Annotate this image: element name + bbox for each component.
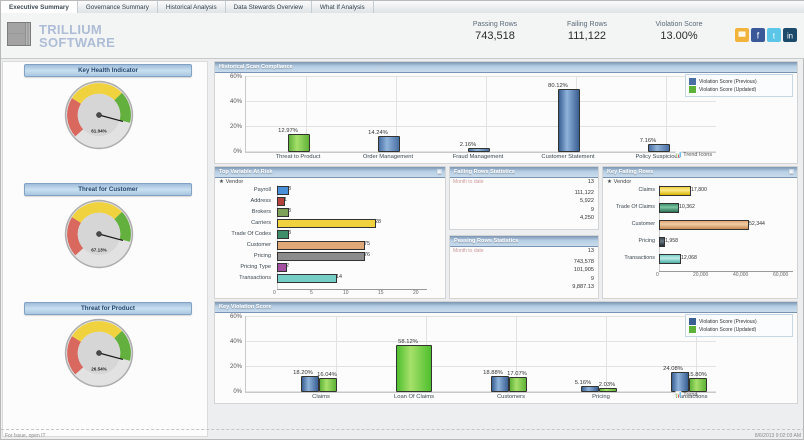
svg-text:67.13%: 67.13% (91, 247, 106, 252)
svg-text:26.54%: 26.54% (91, 366, 106, 371)
svg-text:61.04%: 61.04% (91, 128, 106, 133)
svg-text:in: in (787, 32, 793, 41)
